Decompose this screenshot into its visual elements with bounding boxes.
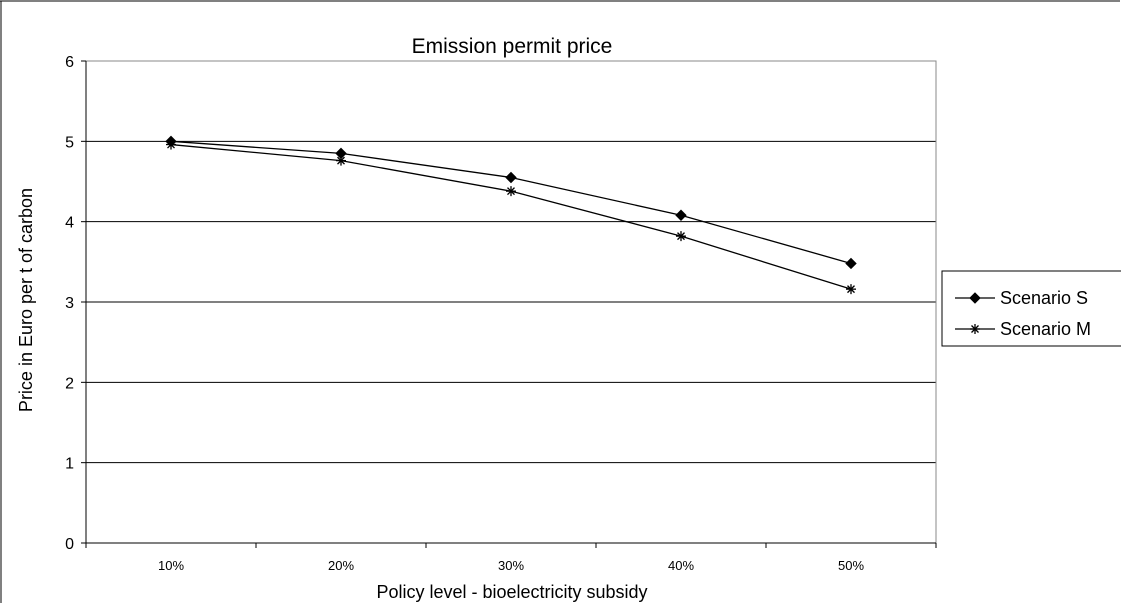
legend-label: Scenario M [1000, 319, 1091, 339]
x-tick-label: 20% [328, 558, 354, 573]
data-point [166, 139, 176, 150]
y-tick-label: 2 [65, 375, 74, 392]
data-point [845, 257, 857, 270]
data-point [505, 171, 517, 184]
data-point [336, 155, 346, 166]
y-tick-label: 6 [65, 54, 74, 71]
legend: Scenario S Scenario M [941, 270, 1121, 347]
y-tick-label: 0 [65, 536, 74, 553]
series-line [170, 143, 852, 290]
data-point [846, 284, 856, 295]
legend-swatch-marker [970, 324, 980, 334]
chart-title: Emission permit price [412, 35, 613, 58]
x-tick-label: 10% [158, 558, 184, 573]
y-tick-label: 4 [65, 215, 74, 232]
legend-swatch-marker [969, 292, 981, 304]
x-tick-label: 50% [838, 558, 864, 573]
series-line [170, 140, 852, 265]
data-point [506, 186, 516, 197]
y-axis-label: Price in Euro per t of carbon [16, 188, 36, 412]
data-point [675, 209, 687, 221]
series [165, 135, 857, 295]
legend-item: Scenario M [955, 319, 1091, 339]
x-tick-label: 40% [668, 558, 694, 573]
series-1 [166, 139, 856, 295]
y-tick-label: 3 [65, 295, 74, 312]
y-tick-label: 5 [65, 134, 74, 151]
legend-item: Scenario S [955, 288, 1088, 308]
axes: 0 1 2 3 4 5 6 10% 20% 30% 40% 50% [65, 54, 937, 573]
legend-box [941, 270, 1121, 347]
legend-label: Scenario S [1000, 288, 1088, 308]
data-point [676, 231, 686, 242]
gridlines [86, 140, 936, 464]
series-0 [165, 135, 857, 270]
x-tick-label: 30% [498, 558, 524, 573]
y-tick-label: 1 [65, 456, 74, 473]
x-axis-label: Policy level - bioelectricity subsidy [376, 582, 647, 602]
